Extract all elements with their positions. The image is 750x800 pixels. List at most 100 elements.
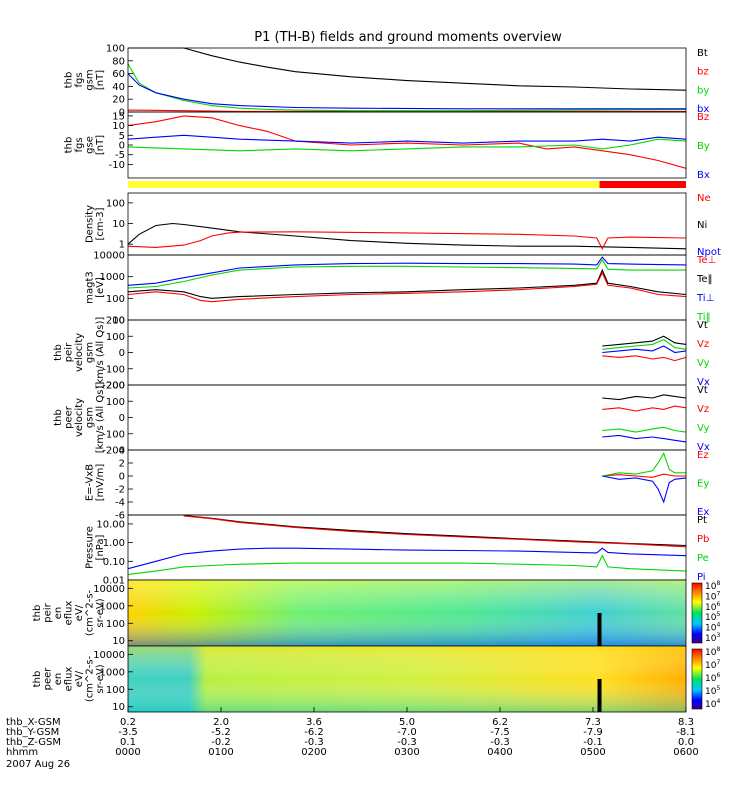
colorbar-label: 104 xyxy=(705,698,720,710)
legend-entry: Te‖ xyxy=(696,274,713,285)
y-tick-label: 1000 xyxy=(100,667,125,678)
y-axis-label: E=-VxB [mV/m] xyxy=(85,464,107,502)
y-tick-label: -200 xyxy=(102,381,125,392)
y-tick-label: 1000 xyxy=(100,601,125,612)
y-tick-label: 5 xyxy=(119,131,125,142)
legend-entry: Ni xyxy=(697,220,707,231)
y-axis-label: thb peir en eflux eV/(cm^2-s-sr-eV) xyxy=(32,589,106,636)
panel-frame xyxy=(127,47,687,113)
x-tick-label: 2.0 xyxy=(213,717,229,728)
series-line-blue xyxy=(602,434,687,443)
x-tick-label: -0.3 xyxy=(490,737,510,748)
x-axis: thb_X-GSMthb_Y-GSMthb_Z-GSMhhmm0.2-3.50.… xyxy=(6,707,699,758)
legend-entry: Bx xyxy=(697,170,710,181)
y-label-line: gsm xyxy=(85,69,96,90)
y-label-line: fgs xyxy=(74,72,85,87)
y-label-line: en xyxy=(53,607,64,620)
panel-frame xyxy=(127,254,687,321)
y-label-line: thb xyxy=(53,409,64,426)
y-label-line: (cm^2-s- xyxy=(85,655,96,702)
series-line-green xyxy=(127,258,686,289)
y-tick-label: 0 xyxy=(119,413,125,424)
legend-entry: Ez xyxy=(697,450,709,461)
series-line-red xyxy=(602,405,687,412)
y-label-line: eV/ xyxy=(74,670,85,687)
y-label-line: peir xyxy=(64,342,75,362)
y-label-line: [nPa] xyxy=(95,534,106,560)
series-line-red xyxy=(127,115,687,169)
y-tick-label: 2 xyxy=(119,459,125,470)
series-line-blue xyxy=(127,256,687,286)
x-tick-label: -0.2 xyxy=(211,737,231,748)
y-tick-label: 4 xyxy=(119,446,125,457)
x-tick-label: 7.3 xyxy=(585,717,601,728)
y-axis-label: thb peer velocity gsm [km/s (All Qs)] xyxy=(53,382,106,454)
y-tick-label: 10 xyxy=(112,219,125,230)
y-label-line: (cm^2-s- xyxy=(85,589,96,636)
y-tick-label: 10 xyxy=(112,702,125,713)
panel-frame xyxy=(127,384,687,451)
data-gap xyxy=(597,679,602,712)
series-line-blue xyxy=(127,134,687,144)
panel-frame xyxy=(127,192,687,256)
series-line-green xyxy=(602,451,686,477)
y-label-line: velocity xyxy=(74,398,85,437)
x-tick-label: 0100 xyxy=(208,747,233,758)
x-tick-label: 8.3 xyxy=(678,717,694,728)
legend-entry: Vx xyxy=(697,377,710,388)
colorbar-scale xyxy=(691,582,703,644)
legend-entry: Pe xyxy=(697,553,709,564)
y-axis-label: thb peir velocity gsm [km/s (All Qs)] xyxy=(53,317,106,389)
spectrogram-shade xyxy=(128,646,686,712)
series-line-green xyxy=(127,138,687,152)
y-tick-label: 0 xyxy=(119,472,125,483)
y-label-line: eV/ xyxy=(74,604,85,621)
legend-entry: Ey xyxy=(697,479,709,490)
colorbar-label: 107 xyxy=(705,659,720,671)
y-label-line: peer xyxy=(64,405,75,429)
legend-entry: Npot xyxy=(697,247,721,258)
legend-entry: Vy xyxy=(697,423,710,434)
x-tick-label: -6.2 xyxy=(304,727,324,738)
y-tick-label: 10000 xyxy=(93,251,125,262)
y-tick-label: 200 xyxy=(106,316,125,327)
y-label-line: sr-eV) xyxy=(95,664,106,693)
y-axis-label: Density [cm-3] xyxy=(85,205,107,243)
colorbar-label: 106 xyxy=(705,601,720,613)
x-tick-label: 0500 xyxy=(580,747,605,758)
colorbar-label: 104 xyxy=(705,622,720,634)
series-line-green xyxy=(602,426,687,433)
x-tick-label: 0.0 xyxy=(678,737,694,748)
y-label-line: magt3 xyxy=(85,271,96,304)
legend-entry: Vt xyxy=(697,320,708,331)
legend-entry: Ti‖ xyxy=(696,312,711,323)
series-line-red xyxy=(127,109,686,112)
y-tick-label: 1.00 xyxy=(103,538,125,549)
y-label-line: gsm xyxy=(85,407,96,428)
y-tick-label: 1 xyxy=(119,240,125,251)
panel-frame xyxy=(127,514,687,581)
panel-p4: 10 100 1000 10000 magt3 [eV] Te⊥ Te‖ Ti⊥ Ti‖ xyxy=(85,251,717,327)
legend-entry: bz xyxy=(697,67,709,78)
x-tick-label: -3.5 xyxy=(118,727,138,738)
y-label-line: E=-VxB xyxy=(85,464,96,501)
y-tick-label: 100 xyxy=(106,685,125,696)
x-row-label: thb_Z-GSM xyxy=(6,737,61,748)
y-tick-label: 60 xyxy=(112,69,125,80)
colorbar-label: 103 xyxy=(705,632,720,644)
x-tick-label: -7.5 xyxy=(490,727,510,738)
panel-p7: -6 -4 -2 0 2 4 E=-VxB [mV/m] Ez Ey Ex xyxy=(85,446,710,522)
series-line-black xyxy=(183,515,687,547)
series-line-green xyxy=(127,554,687,575)
series-line-red xyxy=(602,473,686,478)
legend-entry: Pb xyxy=(697,534,709,545)
x-tick-label: 0300 xyxy=(394,747,419,758)
x-tick-label: 0.1 xyxy=(120,737,136,748)
legend-entry: Bz xyxy=(697,112,709,123)
